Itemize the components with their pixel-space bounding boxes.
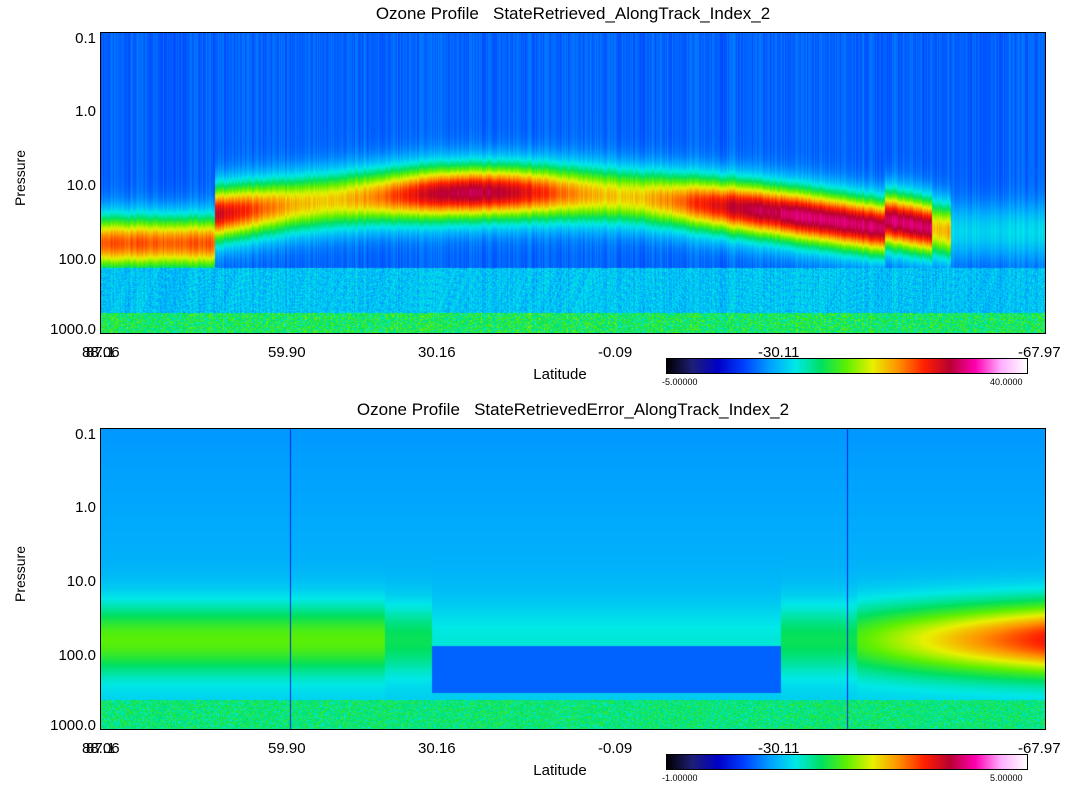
x-tick-label: 59.90 <box>268 344 306 361</box>
x-tick-label: -0.09 <box>598 740 633 757</box>
y-tick-label: 10.0 <box>66 177 96 194</box>
colorbar <box>666 358 1028 374</box>
chart-title: Ozone Profile StateRetrievedError_AlongT… <box>356 400 790 419</box>
y-tick-label: 100.0 <box>58 647 96 664</box>
y-tick-label: 0.1 <box>75 426 96 443</box>
y-tick-label: 1.0 <box>75 499 96 516</box>
bottom-panel: Ozone Profile StateRetrievedError_AlongT… <box>0 396 1086 788</box>
heatmap-plot-area <box>100 32 1046 334</box>
chart-title: Ozone Profile StateRetrieved_AlongTrack_… <box>375 4 771 23</box>
top-panel: Ozone Profile StateRetrieved_AlongTrack_… <box>12 4 1061 387</box>
x-tick-label: -67.97 <box>1018 344 1061 361</box>
y-tick-label: 1.0 <box>75 103 96 120</box>
colorbar-min-label: -5.00000 <box>662 377 698 387</box>
x-tick-label: -30.11 <box>758 740 800 757</box>
x-tick-label: -30.11 <box>758 344 800 361</box>
y-tick-label: 1000.0 <box>50 321 96 338</box>
heatmap-canvas <box>101 33 1045 333</box>
x-tick-label: -67.97 <box>1018 740 1061 757</box>
y-tick-label: 1000.0 <box>50 717 96 734</box>
x-tick-label: 87.1 <box>86 740 116 757</box>
x-tick-label: 87.1 <box>86 344 116 361</box>
y-axis-label: Pressure <box>12 149 28 207</box>
y-axis-label: Pressure <box>12 545 28 603</box>
x-tick-label: 88.06 <box>82 740 120 757</box>
colorbar <box>666 754 1028 770</box>
y-tick-label: 0.1 <box>75 30 96 47</box>
x-tick-label: 30.16 <box>418 344 456 361</box>
heatmap-canvas <box>101 429 1045 729</box>
y-tick-label: 100.0 <box>58 251 96 268</box>
colorbar-max-label: 5.00000 <box>990 773 1023 783</box>
colorbar-max-label: 40.0000 <box>990 377 1023 387</box>
x-tick-label: 30.16 <box>418 740 456 757</box>
x-axis-label: Latitude <box>533 366 587 383</box>
x-tick-label: 59.90 <box>268 740 306 757</box>
x-tick-label: 88.06 <box>82 344 120 361</box>
heatmap-plot-area <box>100 428 1046 730</box>
y-tick-label: 10.0 <box>66 573 96 590</box>
x-axis-label: Latitude <box>533 762 587 779</box>
x-tick-label: -0.09 <box>598 344 633 361</box>
colorbar-min-label: -1.00000 <box>662 773 698 783</box>
